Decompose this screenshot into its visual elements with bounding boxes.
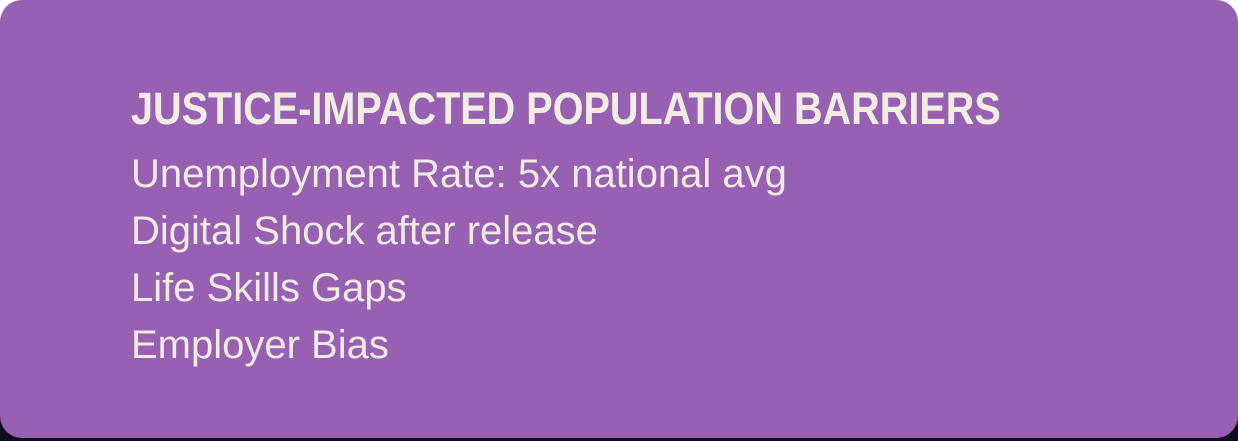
card-content: JUSTICE-IMPACTED POPULATION BARRIERS Une… (131, 84, 1178, 374)
barrier-item-employer-bias: Employer Bias (131, 323, 389, 367)
barrier-item-life-skills: Life Skills Gaps (131, 266, 407, 310)
card-title: JUSTICE-IMPACTED POPULATION BARRIERS (131, 83, 1001, 134)
barrier-item-unemployment: Unemployment Rate: 5x national avg (131, 152, 787, 196)
barrier-item-digital-shock: Digital Shock after release (131, 209, 598, 253)
barrier-list: Unemployment Rate: 5x national avg Digit… (131, 146, 1178, 374)
